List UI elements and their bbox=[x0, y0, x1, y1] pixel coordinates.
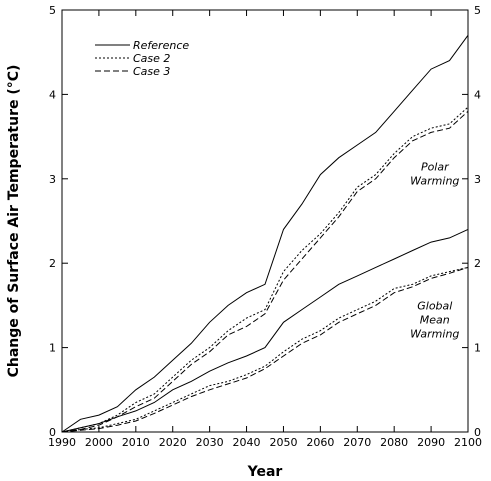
annotation-label: Global bbox=[417, 300, 452, 313]
series-line-global-case-3 bbox=[61, 266, 469, 433]
y-tick-label-right: 5 bbox=[474, 4, 481, 17]
x-tick-label: 2100 bbox=[454, 436, 482, 449]
plot-area bbox=[61, 9, 469, 433]
series-line-polar-case-2 bbox=[61, 106, 469, 433]
y-tick-label: 3 bbox=[49, 173, 56, 186]
y-tick-label: 5 bbox=[49, 4, 56, 17]
x-tick-label: 2070 bbox=[343, 436, 371, 449]
annotation-label: Warming bbox=[410, 328, 459, 341]
x-tick-label: 2020 bbox=[159, 436, 187, 449]
y-tick-label-right: 3 bbox=[474, 173, 481, 186]
x-tick-label: 2090 bbox=[417, 436, 445, 449]
series-line-polar-reference bbox=[61, 35, 469, 433]
y-tick-label-right: 2 bbox=[474, 257, 481, 270]
y-tick-label: 0 bbox=[49, 426, 56, 439]
y-axis-title: Change of Surface Air Temperature (°C) bbox=[6, 65, 22, 378]
y-tick-label-right: 4 bbox=[474, 88, 481, 101]
series-line-global-reference bbox=[61, 228, 469, 433]
series-line-global-case-2 bbox=[61, 266, 469, 433]
x-tick-label: 2010 bbox=[122, 436, 150, 449]
y-tick-label-right: 0 bbox=[474, 426, 481, 439]
y-tick-label: 2 bbox=[49, 257, 56, 270]
x-tick-label: 2000 bbox=[85, 436, 113, 449]
x-tick-label: 2060 bbox=[306, 436, 334, 449]
legend-label: Reference bbox=[133, 39, 189, 52]
series-line-polar-case-3 bbox=[61, 110, 469, 433]
y-tick-label: 1 bbox=[49, 342, 56, 355]
x-tick-label: 2080 bbox=[380, 436, 408, 449]
y-tick-label: 4 bbox=[49, 88, 56, 101]
x-tick-label: 1990 bbox=[48, 436, 76, 449]
x-tick-label: 2040 bbox=[233, 436, 261, 449]
legend-label: Case 3 bbox=[133, 65, 170, 78]
x-tick-label: 2050 bbox=[269, 436, 297, 449]
legend-label: Case 2 bbox=[133, 52, 170, 65]
annotation-label: Polar bbox=[421, 160, 450, 173]
annotation-label: Warming bbox=[410, 174, 459, 187]
x-axis-title: Year bbox=[247, 464, 283, 480]
series-layer bbox=[61, 35, 469, 433]
y-tick-label-right: 1 bbox=[474, 342, 481, 355]
annotation-label: Mean bbox=[420, 314, 450, 327]
axis-ticks: 1990 2000 2010 2020 2030 2040 2050 2060 2070 2080… bbox=[48, 4, 482, 449]
x-tick-label: 2030 bbox=[196, 436, 224, 449]
